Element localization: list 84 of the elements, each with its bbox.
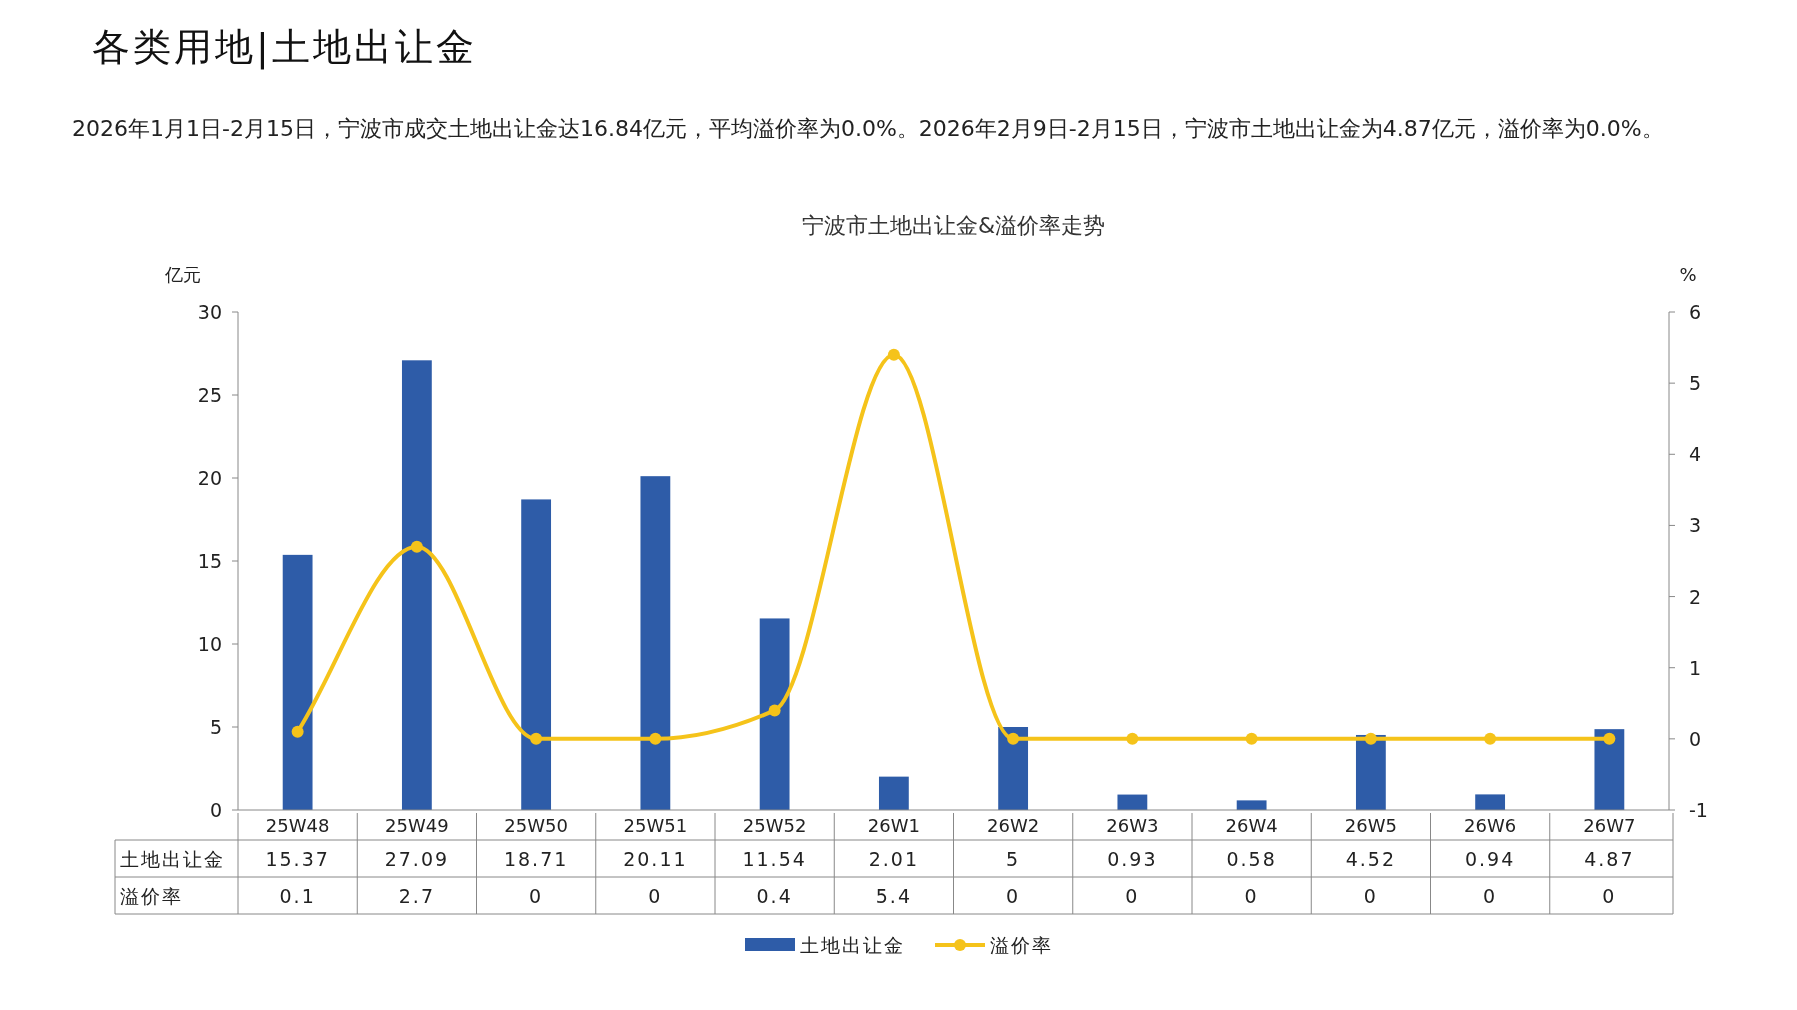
bar [1236, 800, 1267, 810]
data-label: 0.93 [1107, 848, 1158, 870]
data-label: 2.7 [398, 885, 435, 907]
y2-tick-label: 4 [1689, 443, 1702, 466]
data-label: 5 [1006, 848, 1021, 870]
x-tick-label: 26W1 [867, 815, 920, 836]
point [649, 732, 662, 745]
data-label: 0 [529, 885, 544, 907]
y-tick-label: 0 [209, 799, 222, 821]
bar [1594, 729, 1625, 810]
y2-tick-label: 0 [1689, 727, 1702, 750]
text: 各类用地|土地出让金 [92, 24, 477, 72]
data-label: 0 [1483, 885, 1498, 907]
y-tick-label: 30 [197, 301, 222, 323]
x-tick-label: 26W3 [1106, 815, 1159, 836]
legend-label: 土地出让金 [800, 934, 905, 956]
x-tick-label: 26W2 [987, 815, 1040, 836]
legend-label: 溢价率 [990, 934, 1053, 956]
point [1126, 732, 1139, 745]
y-axis-title: 亿元 [164, 264, 201, 285]
bar [1475, 794, 1506, 810]
y2-axis-title: % [1679, 264, 1697, 285]
y2-tick-label: 1 [1689, 656, 1702, 679]
point [291, 725, 304, 738]
bar [1355, 734, 1386, 810]
y-tick-label: 20 [197, 467, 222, 489]
text: 土地出让金 [120, 848, 225, 870]
bar [1117, 794, 1148, 810]
y2-tick-label: 2 [1689, 585, 1702, 608]
y-tick-label: 5 [209, 716, 222, 738]
data-label: 0 [1125, 885, 1140, 907]
x-tick-label: 25W49 [385, 815, 449, 836]
data-label: 0.1 [279, 885, 316, 907]
bar [401, 360, 432, 810]
y2-tick-label: 3 [1689, 514, 1702, 537]
data-label: 0.58 [1226, 848, 1277, 870]
data-label: 27.09 [384, 848, 450, 870]
bar [282, 554, 313, 810]
data-label: 0 [648, 885, 663, 907]
bar [878, 776, 909, 810]
point [1484, 732, 1497, 745]
text: 2026年1月1日-2月15日，宁波市成交土地出让金达16.84亿元，平均溢价率为0.0%。2026年2月9日-2月15日，宁波市土地出让金为4.87亿元，溢价率为0.0%。 [72, 115, 1665, 143]
y-tick-label: 15 [197, 550, 222, 572]
bar [521, 499, 552, 810]
y-tick-label: 25 [197, 384, 222, 406]
point [887, 348, 900, 361]
data-label: 0.4 [756, 885, 793, 907]
data-label: 2.01 [868, 848, 920, 870]
data-label: 0 [1602, 885, 1617, 907]
point [1603, 732, 1616, 745]
y-tick-label: 10 [197, 633, 222, 655]
x-tick-label: 25W48 [265, 815, 330, 836]
point [530, 732, 543, 745]
bar [759, 618, 790, 810]
data-label: 4.52 [1345, 848, 1397, 870]
text: 溢价率 [120, 885, 183, 907]
point [768, 704, 781, 717]
x-tick-label: 26W4 [1225, 815, 1278, 836]
x-tick-label: 26W6 [1464, 815, 1517, 836]
y2-tick-label: -1 [1689, 799, 1708, 821]
bar [998, 727, 1029, 810]
x-tick-label: 25W52 [742, 815, 807, 836]
data-label: 5.4 [875, 885, 912, 907]
data-label: 4.87 [1584, 848, 1635, 870]
x-tick-label: 25W50 [504, 815, 568, 836]
bar [640, 476, 671, 810]
data-label: 18.71 [503, 848, 569, 870]
point [1007, 732, 1020, 745]
data-label: 0 [1244, 885, 1259, 907]
chart-title: 宁波市土地出让金&溢价率走势 [801, 213, 1106, 238]
data-label: 0 [1006, 885, 1021, 907]
x-tick-label: 25W51 [623, 815, 688, 836]
point [1245, 732, 1258, 745]
point [1364, 732, 1377, 745]
data-label: 20.11 [623, 848, 688, 870]
y2-tick-label: 6 [1689, 301, 1702, 323]
data-label: 0.94 [1464, 848, 1516, 870]
data-label: 11.54 [742, 848, 807, 870]
point [410, 540, 423, 553]
y2-tick-label: 5 [1689, 372, 1702, 395]
x-tick-label: 26W7 [1583, 815, 1636, 836]
x-tick-label: 26W5 [1344, 815, 1397, 836]
data-label: 15.37 [265, 848, 330, 870]
data-label: 0 [1363, 885, 1378, 907]
